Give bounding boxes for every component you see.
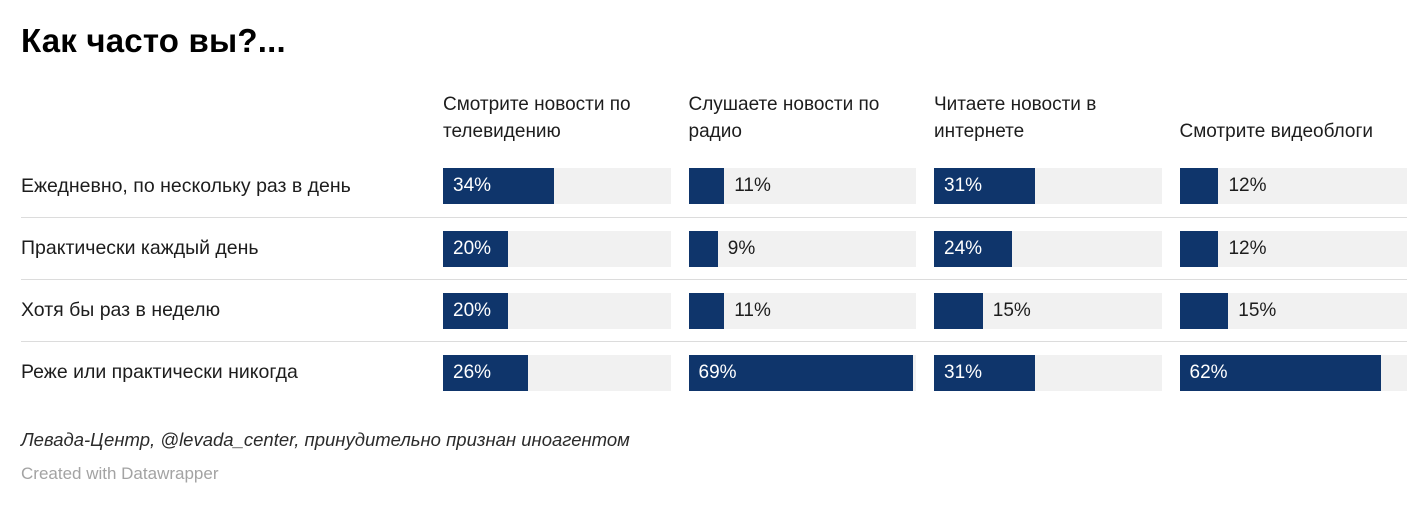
chart-row: Практически каждый день 20% 9% 24% 12% xyxy=(21,217,1407,279)
bar-track: 20% xyxy=(443,230,671,267)
row-label: Хотя бы раз в неделю xyxy=(21,299,221,322)
bar-track: 31% xyxy=(934,354,1162,391)
bar-track: 20% xyxy=(443,292,671,329)
bar-track: 26% xyxy=(443,354,671,391)
bar-value-label: 20% xyxy=(453,299,492,321)
row-label: Практически каждый день xyxy=(21,237,259,260)
bar-track: 11% xyxy=(688,168,916,205)
chart-title: Как часто вы?... xyxy=(21,22,286,59)
bar-value-label: 34% xyxy=(453,175,492,197)
chart-row: Реже или практически никогда 26% 69% 31% 62% xyxy=(21,341,1407,403)
bar-track: 12% xyxy=(1179,230,1407,267)
bar-track: 34% xyxy=(443,168,671,205)
bar xyxy=(688,292,725,329)
chart-row: Ежедневно, по нескольку раз в день 34% 11%… xyxy=(21,155,1407,217)
bar-value-label: 24% xyxy=(944,237,983,259)
chart-row: Хотя бы раз в неделю 20% 11% 15% 15% xyxy=(21,279,1407,341)
row-label: Реже или практически никогда xyxy=(21,361,298,384)
bar-value-label: 31% xyxy=(944,361,983,383)
bar-value-label: 62% xyxy=(1189,361,1228,383)
bar-value-label: 11% xyxy=(734,299,771,321)
bar-track: 24% xyxy=(934,230,1162,267)
bar-value-label: 20% xyxy=(453,237,492,259)
bar xyxy=(934,292,983,329)
chart-rows: Ежедневно, по нескольку раз в день 34% 11%… xyxy=(21,155,1407,403)
chart-container: Как часто вы?... Смотрите новости по тел… xyxy=(21,22,1407,484)
bar-value-label: 15% xyxy=(992,299,1031,321)
bar-track: 11% xyxy=(688,292,916,329)
bar-value-label: 12% xyxy=(1228,237,1267,259)
bar-value-label: 26% xyxy=(453,361,492,383)
bar-track: 15% xyxy=(1179,292,1407,329)
bar xyxy=(688,168,725,205)
bar xyxy=(934,230,1012,267)
bar xyxy=(688,230,718,267)
bar xyxy=(1179,230,1219,267)
bar-value-label: 11% xyxy=(734,175,771,197)
bar-value-label: 15% xyxy=(1238,299,1277,321)
column-header: Слушаете новости по радио xyxy=(688,94,880,142)
bar xyxy=(934,354,1035,391)
bar xyxy=(688,354,913,391)
bar xyxy=(443,354,528,391)
bar-track: 12% xyxy=(1179,168,1407,205)
bar-value-label: 31% xyxy=(944,175,983,197)
bar xyxy=(1179,354,1381,391)
bar-value-label: 9% xyxy=(727,237,756,259)
row-label: Ежедневно, по нескольку раз в день xyxy=(21,174,351,197)
column-header: Читаете новости в интернете xyxy=(934,94,1097,142)
source-note: Левада-Центр, @levada_center, принудител… xyxy=(21,429,630,451)
bar xyxy=(1179,292,1229,329)
bar-track: 69% xyxy=(688,354,916,391)
bar-track: 62% xyxy=(1179,354,1407,391)
bar-track: 9% xyxy=(688,230,916,267)
column-header: Смотрите новости по телевидению xyxy=(443,94,631,142)
bar-track: 31% xyxy=(934,168,1162,205)
chart-footer: Левада-Центр, @levada_center, принудител… xyxy=(21,429,1407,484)
bar xyxy=(443,292,508,329)
bar-track: 15% xyxy=(934,292,1162,329)
column-headers: Смотрите новости по телевидению Слушаете … xyxy=(21,92,1407,145)
datawrapper-credit: Created with Datawrapper xyxy=(21,464,219,484)
bar-value-label: 69% xyxy=(698,361,737,383)
bar xyxy=(443,168,554,205)
bar xyxy=(934,168,1035,205)
bar-value-label: 12% xyxy=(1228,175,1267,197)
bar xyxy=(443,230,508,267)
bar xyxy=(1179,168,1219,205)
column-header: Смотрите видеоблоги xyxy=(1179,120,1374,142)
